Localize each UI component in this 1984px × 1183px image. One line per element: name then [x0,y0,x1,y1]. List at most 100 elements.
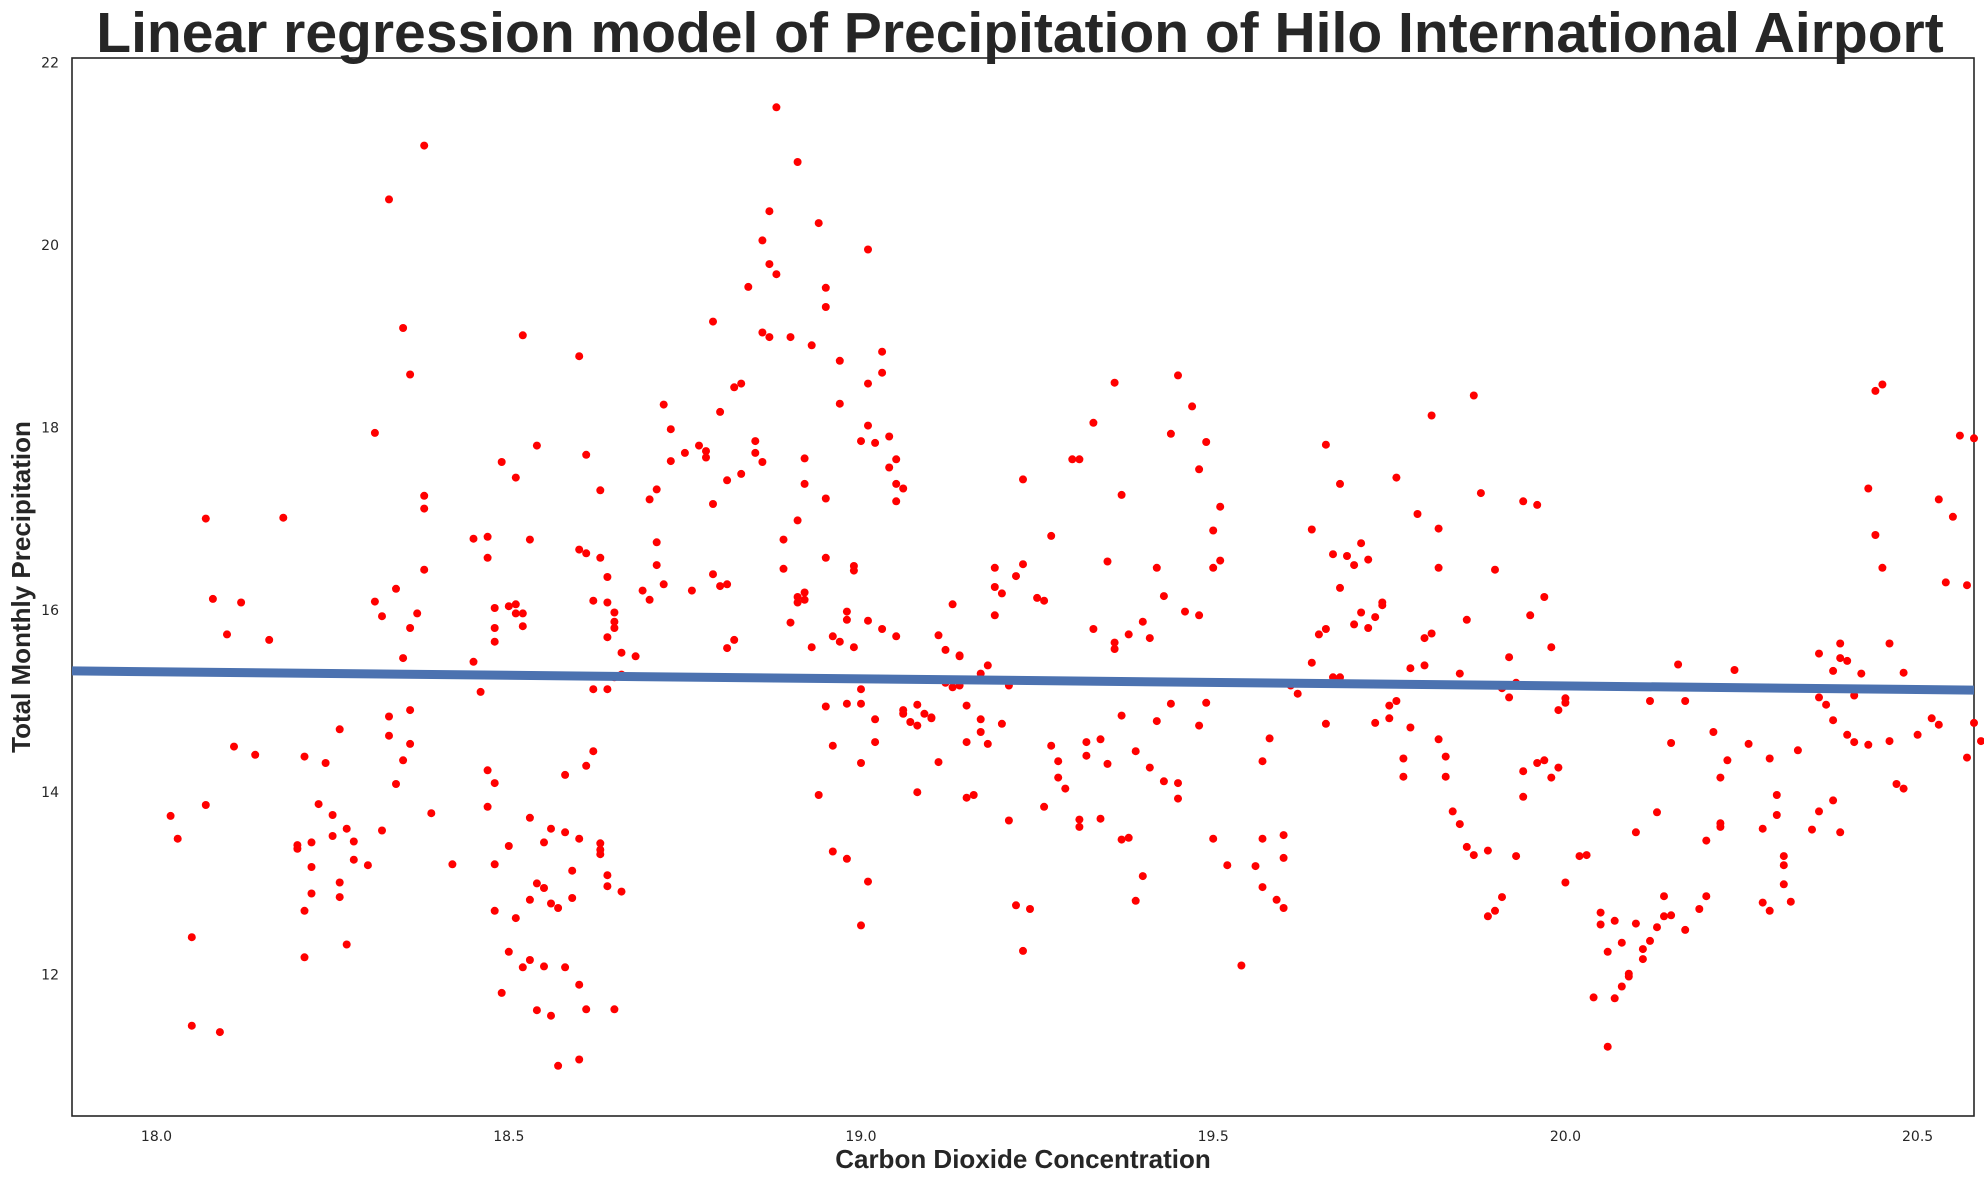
data-point [835,356,844,365]
data-point [1258,883,1267,892]
data-point [420,491,429,500]
data-point [1195,465,1204,474]
data-point [349,837,358,846]
data-point [1343,552,1351,560]
data-point [511,473,520,482]
data-point [328,832,337,840]
data-point [1385,714,1394,723]
data-point [1159,592,1168,601]
data-point [1040,802,1049,811]
data-point [1723,756,1732,765]
data-point [1885,737,1894,746]
data-point [878,347,887,356]
data-point [1547,643,1556,652]
data-point [342,824,351,833]
data-point [680,448,689,457]
data-point [532,879,541,888]
data-point [1307,525,1316,534]
data-point [631,652,640,661]
data-point [1441,772,1450,781]
data-point [1596,920,1605,929]
data-point [1321,625,1330,633]
data-point [1216,556,1225,565]
data-point [335,725,344,734]
data-point [511,914,520,923]
data-point [1836,654,1845,663]
data-point [1223,861,1232,870]
data-point [821,553,830,562]
data-point [786,333,795,342]
data-point [1258,757,1267,766]
data-point [948,600,957,609]
x-tick-label: 19.0 [845,1129,876,1145]
data-point [955,652,964,661]
data-point [666,457,675,466]
data-point [1195,611,1204,620]
data-point [1131,896,1140,905]
data-point [899,484,908,493]
data-point [554,1061,563,1070]
data-point [892,479,901,488]
x-tick-label: 20.0 [1550,1129,1581,1145]
data-point [1554,706,1563,715]
data-point [1617,938,1626,947]
data-point [1209,563,1218,572]
data-point [173,834,182,843]
data-point [1096,735,1105,744]
data-point [1702,836,1711,845]
data-point [596,553,605,562]
data-point [772,103,781,112]
data-point [1505,693,1514,702]
data-point [1955,431,1964,440]
data-point [1779,861,1788,870]
data-point [1483,846,1492,855]
data-point [1970,434,1978,443]
data-point [857,685,865,694]
data-point [765,333,774,342]
data-point [652,561,661,570]
data-point [1131,747,1140,756]
data-point [1913,730,1922,739]
data-point [1371,613,1380,622]
data-point [300,752,309,761]
data-point [406,706,415,715]
data-point [483,766,492,775]
data-point [1871,531,1880,539]
data-point [1385,701,1394,710]
data-point [1434,524,1443,533]
data-point [335,878,344,887]
y-tick-label: 16 [41,603,59,619]
data-point [1040,596,1049,605]
data-point [652,485,661,494]
data-point [800,479,809,488]
data-point [547,1011,555,1020]
data-point [392,584,400,593]
data-point [1012,901,1020,910]
data-point [1631,919,1640,928]
data-point [1307,658,1316,667]
data-point [1237,961,1246,970]
data-point [1350,620,1359,629]
data-point [237,598,246,607]
data-point [540,962,548,971]
data-point [1681,925,1690,934]
data-point [1350,561,1359,570]
data-point [1152,717,1161,726]
data-point [201,514,210,523]
data-point [997,719,1006,728]
data-point [490,906,499,915]
data-point [835,637,844,646]
data-point [652,538,661,547]
data-point [990,611,999,620]
data-point [1864,740,1873,749]
data-point [399,654,408,663]
data-point [1462,842,1471,851]
data-point [723,580,732,589]
data-point [1561,878,1570,887]
data-point [892,497,901,506]
data-point [800,588,809,597]
data-point [1279,853,1288,862]
data-point [1624,972,1633,981]
data-point [779,535,788,544]
data-point [1364,624,1373,632]
